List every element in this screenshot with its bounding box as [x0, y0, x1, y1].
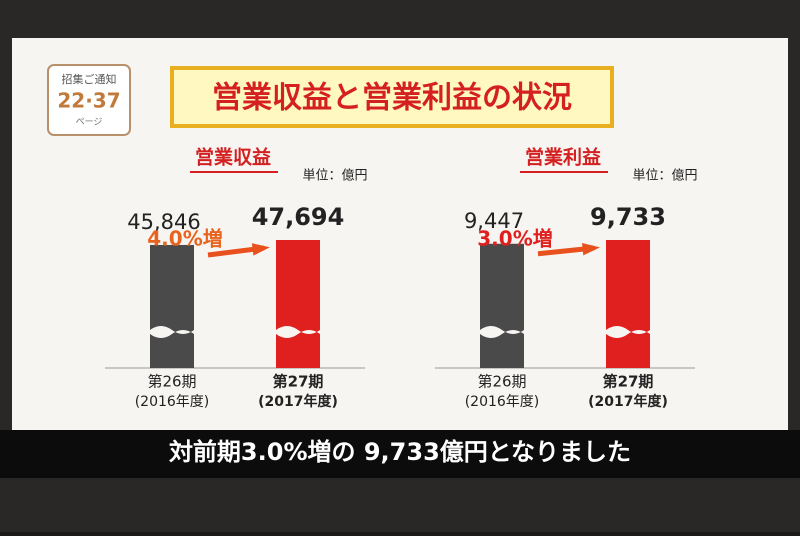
category-label: 第27期: [273, 373, 324, 391]
chart-title: 営業利益: [525, 146, 601, 169]
growth-label: 4.0%増: [147, 227, 222, 251]
arrow-head: [251, 243, 270, 256]
category-year: (2017年度): [258, 393, 338, 410]
category-label: 第27期: [603, 373, 654, 391]
caption: 対前期3.0%増の 9,733億円となりました: [169, 438, 631, 466]
axis-break: [480, 326, 524, 338]
category-label: 第26期: [477, 373, 526, 391]
arrow-head: [582, 242, 600, 256]
axis-break: [276, 326, 320, 338]
value-label: 9,447: [464, 209, 524, 233]
badge-unit: ページ: [76, 118, 103, 128]
category-label: 第26期: [147, 373, 196, 391]
title-box: [170, 66, 614, 128]
chart-title: 営業収益: [195, 146, 271, 169]
value-label: 9,733: [590, 203, 666, 231]
axis-break: [150, 326, 194, 338]
bar: [606, 240, 650, 368]
caption-bar: [0, 430, 800, 478]
category-year: (2017年度): [588, 393, 668, 410]
badge-label: 招集ご通知: [62, 72, 117, 86]
category-year: (2016年度): [465, 394, 540, 410]
main-title: 営業収益と営業利益の状況: [212, 81, 572, 116]
badge-frame: [47, 64, 131, 136]
axis-break: [606, 326, 650, 338]
growth-label: 3.0%増: [477, 227, 552, 251]
bar: [480, 243, 524, 368]
unit-label: 単位：億円: [302, 168, 367, 184]
bar: [150, 244, 194, 368]
value-label: 45,846: [127, 210, 200, 234]
value-label: 47,694: [252, 203, 345, 231]
badge-pages: 22·37: [57, 89, 120, 113]
category-year: (2016年度): [135, 394, 210, 410]
unit-label: 単位：億円: [632, 168, 697, 184]
bar: [276, 240, 320, 368]
